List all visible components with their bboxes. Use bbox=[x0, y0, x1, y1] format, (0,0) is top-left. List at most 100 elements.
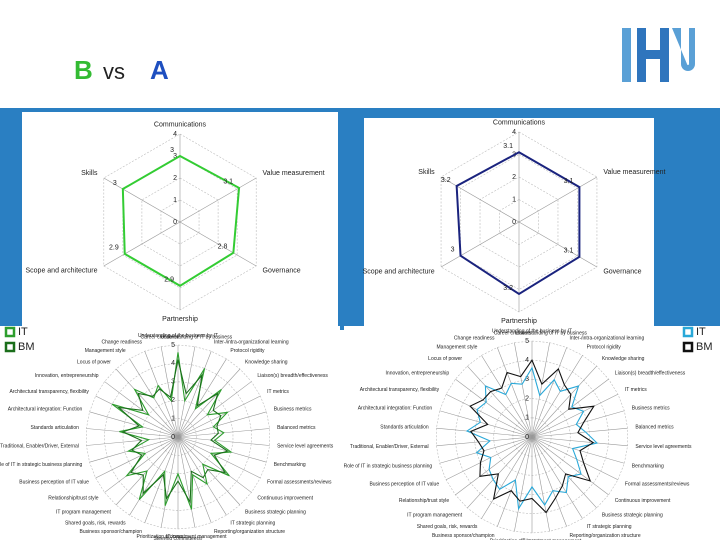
spoke bbox=[177, 436, 270, 446]
category-label: Communications bbox=[154, 122, 207, 129]
logo bbox=[622, 28, 695, 82]
legend-swatch bbox=[682, 341, 694, 353]
category-label: Liaison(s) breadth/effectiveness bbox=[257, 373, 328, 379]
legend-label: IT bbox=[696, 326, 706, 338]
spoke bbox=[531, 410, 625, 438]
legend-swatch bbox=[4, 326, 16, 338]
spoke bbox=[129, 436, 179, 516]
category-label: Formal assessments/reviews bbox=[267, 480, 332, 486]
category-label: Reporting/organization structure bbox=[569, 533, 640, 539]
spoke bbox=[445, 436, 533, 481]
category-label: Balanced metrics bbox=[277, 425, 316, 431]
r-tick-label: 2 bbox=[173, 175, 177, 182]
logo-bar bbox=[660, 28, 669, 82]
category-label: IT program management bbox=[56, 509, 112, 515]
spoke bbox=[160, 436, 179, 528]
category-label: Understanding of IT by business bbox=[515, 330, 587, 336]
spoke bbox=[144, 436, 179, 523]
spoke bbox=[86, 436, 179, 446]
category-label: Role of IT in strategic business plannin… bbox=[344, 463, 433, 469]
category-label: IT metrics bbox=[267, 389, 289, 395]
category-label: Skills bbox=[418, 169, 435, 176]
r-tick-label: 4 bbox=[173, 131, 177, 138]
category-label: Locus of power bbox=[428, 356, 462, 362]
spoke bbox=[467, 365, 533, 438]
data-label: 3.2 bbox=[441, 177, 451, 184]
spoke bbox=[177, 436, 261, 479]
r-tick-label: 3 bbox=[525, 376, 529, 383]
spoke bbox=[177, 395, 261, 438]
category-label: Partnership bbox=[501, 318, 537, 325]
category-label: Inter-/intra-organizational learning bbox=[214, 340, 289, 346]
category-label: Innovation, entrepreneurship bbox=[386, 371, 450, 377]
data-label: 2.9 bbox=[164, 277, 174, 284]
spoke bbox=[531, 436, 609, 496]
category-label: Understanding of IT by business bbox=[160, 335, 232, 341]
r-tick-label: 1 bbox=[525, 415, 529, 422]
category-label: Benchmarking bbox=[632, 463, 664, 469]
r-tick-label: 2 bbox=[512, 174, 516, 181]
data-label: 3.2 bbox=[503, 285, 513, 292]
data-label: 2.9 bbox=[109, 245, 119, 252]
category-label: Business sponsor/champion bbox=[80, 529, 143, 535]
series-line bbox=[121, 154, 241, 287]
r-tick-label: 3 bbox=[173, 153, 177, 160]
r-tick-label: 0 bbox=[173, 219, 177, 226]
spoke bbox=[144, 351, 179, 438]
spoke bbox=[439, 436, 533, 464]
category-label: Traditional, Enabler/Driver, External bbox=[350, 444, 429, 450]
category-label: Change readiness bbox=[101, 340, 142, 346]
spoke bbox=[177, 358, 227, 438]
category-label: Understanding of the business by IT bbox=[138, 333, 218, 339]
spoke bbox=[439, 410, 533, 438]
category-label: Balanced metrics bbox=[635, 425, 674, 431]
category-label: Service level agreements bbox=[635, 444, 692, 450]
category-label: Skills bbox=[81, 170, 98, 177]
category-label: Standards articulation bbox=[31, 425, 80, 431]
spoke bbox=[531, 436, 583, 519]
spoke bbox=[514, 342, 533, 438]
category-label: Relationship/trust style bbox=[48, 496, 99, 502]
spoke bbox=[518, 221, 598, 268]
category-label: Role of IT in strategic business plannin… bbox=[0, 462, 82, 468]
spoke bbox=[531, 393, 619, 438]
spoke bbox=[95, 436, 179, 479]
category-label: Business metrics bbox=[274, 407, 312, 413]
spoke bbox=[531, 342, 550, 438]
spoke bbox=[160, 346, 179, 438]
category-label: Business strategic planning bbox=[245, 509, 306, 515]
category-label: Service level agreements bbox=[277, 444, 334, 450]
spoke bbox=[104, 436, 179, 493]
spoke bbox=[95, 395, 179, 438]
spoke bbox=[436, 427, 533, 438]
spoke bbox=[518, 176, 598, 223]
category-label: Business perception of IT value bbox=[369, 481, 439, 487]
category-label: Scope and architecture bbox=[363, 269, 435, 276]
legend-label: BM bbox=[696, 341, 713, 353]
spoke bbox=[455, 436, 533, 496]
category-label: Benchmarking bbox=[274, 462, 306, 468]
category-label: Steering committee(s) bbox=[154, 536, 203, 540]
category-label: Business metrics bbox=[632, 405, 670, 411]
category-label: Reporting/organization structure bbox=[214, 529, 285, 535]
data-label: 3.1 bbox=[503, 143, 513, 150]
spoke bbox=[531, 355, 583, 438]
spoke bbox=[455, 378, 533, 438]
r-tick-label: 2 bbox=[525, 395, 529, 402]
series-line bbox=[465, 366, 599, 511]
spoke bbox=[177, 436, 227, 516]
spoke bbox=[440, 221, 520, 268]
logo-bar bbox=[646, 50, 660, 59]
data-label: 3.1 bbox=[223, 179, 233, 186]
data-label: 3.1 bbox=[564, 248, 574, 255]
category-label: Continuous improvement bbox=[615, 498, 671, 504]
category-label: Business strategic planning bbox=[602, 512, 663, 518]
title-vs: vs bbox=[103, 59, 125, 84]
category-label: Standards articulation bbox=[380, 425, 429, 431]
category-label: Partnership bbox=[162, 316, 198, 323]
spoke bbox=[103, 221, 181, 267]
spoke bbox=[514, 436, 533, 532]
spoke bbox=[103, 177, 181, 223]
logo-bar bbox=[622, 28, 631, 82]
r-tick-label: 2 bbox=[171, 397, 175, 404]
